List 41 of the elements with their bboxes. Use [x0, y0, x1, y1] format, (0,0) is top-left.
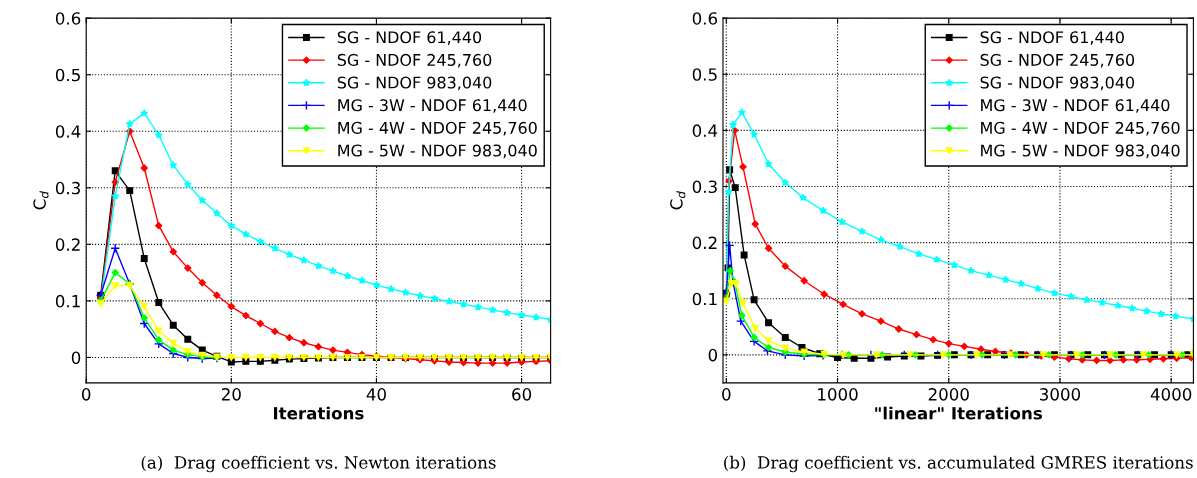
legend-label: SG - NDOF 61,440: [980, 31, 1124, 45]
x-axis-title: "linear" Iterations: [875, 406, 1042, 420]
legend-label: SG - NDOF 245,760: [337, 53, 492, 68]
y-tick-label: 0.4: [692, 124, 718, 137]
text: (a) Drag coefficient vs. Newton iterations: [141, 455, 496, 473]
y-tick-label: 0: [708, 348, 718, 362]
x-axis-title: Iterations: [274, 406, 364, 420]
y-tick-label: 0.5: [692, 68, 717, 81]
y-axis-title: C$_{d}$: [670, 191, 686, 210]
y-tick-label: 0.2: [55, 238, 80, 251]
legend-label: SG - NDOF 245,760: [980, 53, 1135, 68]
legend-label: MG - 4W - NDOF 245,760: [338, 121, 537, 136]
y-tick-label: 0.3: [55, 181, 80, 195]
y-axis-title: C$_{d}$: [33, 191, 49, 210]
legend-label: SG - NDOF 61,440: [337, 31, 482, 45]
y-tick-label: 0.1: [55, 294, 80, 308]
x-tick-label: 0: [81, 388, 91, 401]
legend-label: MG - 3W - NDOF 61,440: [981, 99, 1170, 113]
legend-label: MG - 4W - NDOF 245,760: [981, 121, 1180, 136]
x-tick-label: 60: [512, 388, 532, 401]
y-tick-label: 0.5: [55, 68, 80, 82]
legend-label: MG - 3W - NDOF 61,440: [338, 99, 527, 113]
x-tick-label: 3000: [1040, 388, 1081, 401]
x-tick-label: 20: [221, 388, 241, 401]
x-tick-label: 0: [722, 388, 731, 401]
y-tick-label: 0: [71, 351, 81, 364]
y-tick-label: 0.4: [55, 125, 81, 138]
y-tick-label: 0.6: [55, 12, 81, 25]
legend-label: MG - 5W - NDOF 983,040: [981, 144, 1180, 159]
legend-label: SG - NDOF 983,040: [337, 76, 492, 91]
y-tick-label: 0.6: [692, 12, 718, 25]
text: (b) Drag coefficient vs. accumulated GMRES iterations: [724, 455, 1193, 473]
x-tick-label: 1000: [818, 388, 858, 401]
y-tick-label: 0.3: [692, 180, 717, 194]
x-tick-label: 40: [366, 388, 386, 401]
legend-label: MG - 5W - NDOF 983,040: [338, 144, 537, 159]
legend-label: SG - NDOF 983,040: [980, 76, 1135, 91]
x-tick-label: 2000: [928, 388, 969, 401]
x-tick-label: 4000: [1150, 388, 1192, 401]
y-tick-label: 0.1: [692, 292, 717, 306]
y-tick-label: 0.2: [692, 236, 717, 250]
